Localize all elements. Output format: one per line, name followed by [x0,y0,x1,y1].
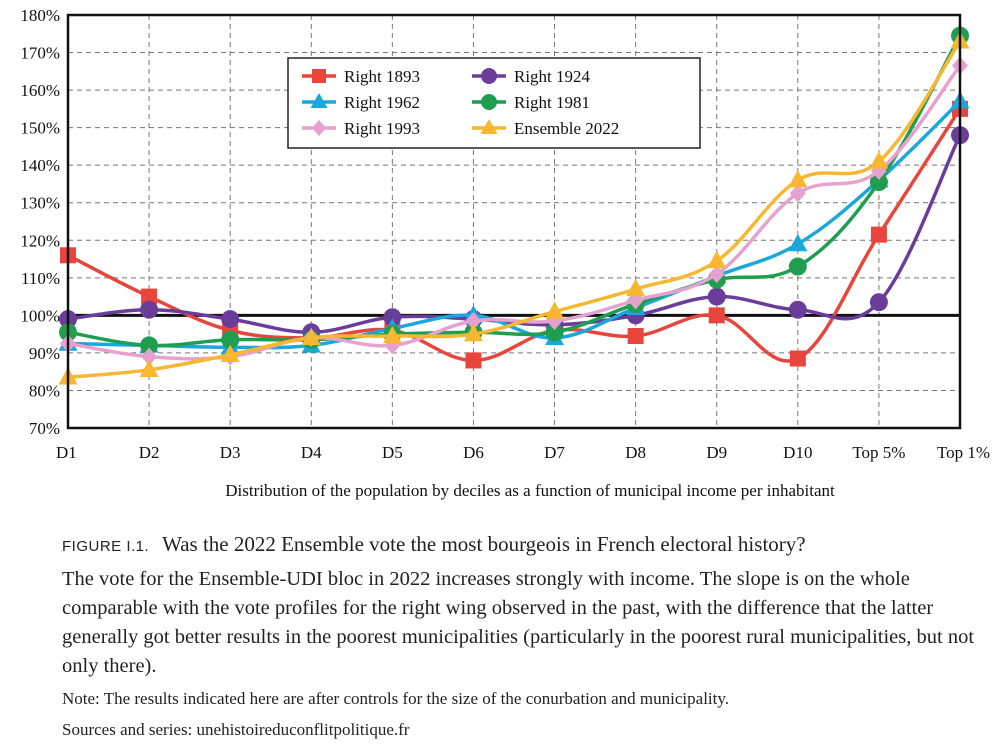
data-point [789,184,806,203]
y-tick-label: 110% [21,269,60,288]
x-tick-label: D8 [625,443,646,462]
data-point [707,287,726,306]
legend-label: Right 1962 [344,93,420,112]
y-tick-label: 90% [29,344,60,363]
data-point [141,288,158,305]
data-point [708,307,725,324]
legend-label: Right 1993 [344,119,420,138]
data-point [870,226,887,243]
data-point [788,300,807,319]
x-tick-label: D1 [56,443,77,462]
data-point [627,328,644,345]
data-point [707,250,727,269]
data-point [220,344,240,362]
data-point [465,352,482,369]
data-point [869,293,888,312]
x-tick-label: D5 [382,443,403,462]
x-tick-label: D10 [783,443,812,462]
data-point [545,301,565,319]
legend-marker [480,118,498,135]
data-point [141,347,158,366]
y-tick-label: 120% [20,231,60,250]
x-axis-label: Distribution of the population by decile… [225,481,835,500]
data-point [221,330,240,349]
x-tick-label: D7 [544,443,565,462]
data-point [789,350,806,367]
y-tick-label: 160% [20,81,60,100]
legend-marker [481,94,497,110]
legend-label: Ensemble 2022 [514,119,619,138]
data-point [545,323,564,342]
x-tick-label: D6 [463,443,484,462]
data-point [140,300,159,319]
figure-sources: Sources and series: unehistoireduconflit… [62,720,410,739]
data-point [869,173,888,192]
series-ensemble-2022 [58,31,970,385]
x-tick-label: D3 [220,443,241,462]
y-tick-label: 100% [20,306,60,325]
data-point [221,310,240,329]
x-tick-label: D4 [301,443,322,462]
data-point [301,327,321,346]
data-point [626,278,646,297]
x-axis: D1 D2 D3 D4 D5 D6 D7 D8 D9 D10 Top 5% Top 1% [56,443,990,462]
legend-marker [312,120,326,136]
y-tick-label: 170% [20,44,60,63]
legend-label: Right 1924 [514,67,591,86]
data-point [788,170,808,188]
data-point [140,336,159,355]
series-line [67,100,962,350]
data-point [383,308,402,327]
data-point [869,151,889,169]
legend-marker [481,68,497,84]
x-tick-label: Top 5% [852,443,905,462]
data-point [788,233,808,252]
legend-marker [310,92,328,109]
legend: Right 1893 Right 1924 Right 1962 Right 1981… [287,57,701,149]
data-point [788,257,807,276]
y-tick-label: 70% [29,419,60,438]
x-tick-label: D2 [139,443,160,462]
legend-label: Right 1893 [344,67,420,86]
legend-marker [312,69,326,83]
data-point [382,325,402,344]
legend-label: Right 1981 [514,93,590,112]
data-point [465,311,482,330]
data-point [139,359,159,378]
data-point [708,265,725,284]
figure-caption: FIGURE I.1. Was the 2022 Ensemble vote t… [62,530,982,743]
x-tick-label: D9 [706,443,727,462]
line-chart: 70% 80% 90% 100% 110% 120% 130% 140% 150% 160% 170… [20,6,990,500]
y-tick-label: 140% [20,156,60,175]
figure-title: Was the 2022 Ensemble vote the most bour… [162,532,806,556]
figure-note: Note: The results indicated here are aft… [62,689,730,708]
figure-label: FIGURE I.1. [62,538,150,555]
y-tick-label: 80% [29,381,60,400]
x-tick-label: Top 1% [937,443,990,462]
y-axis: 70% 80% 90% 100% 110% 120% 130% 140% 150% 160% 170… [20,6,60,438]
figure-heading: FIGURE I.1. Was the 2022 Ensemble vote t… [62,530,982,561]
y-tick-label: 150% [20,119,60,138]
series-right-1924 [59,126,969,342]
data-point [463,323,483,342]
figure-description: The vote for the Ensemble-UDI bloc in 20… [62,568,975,677]
y-tick-label: 180% [20,6,60,25]
series-layer [58,26,970,385]
plot-frame [66,13,962,430]
y-tick-label: 130% [20,194,60,213]
